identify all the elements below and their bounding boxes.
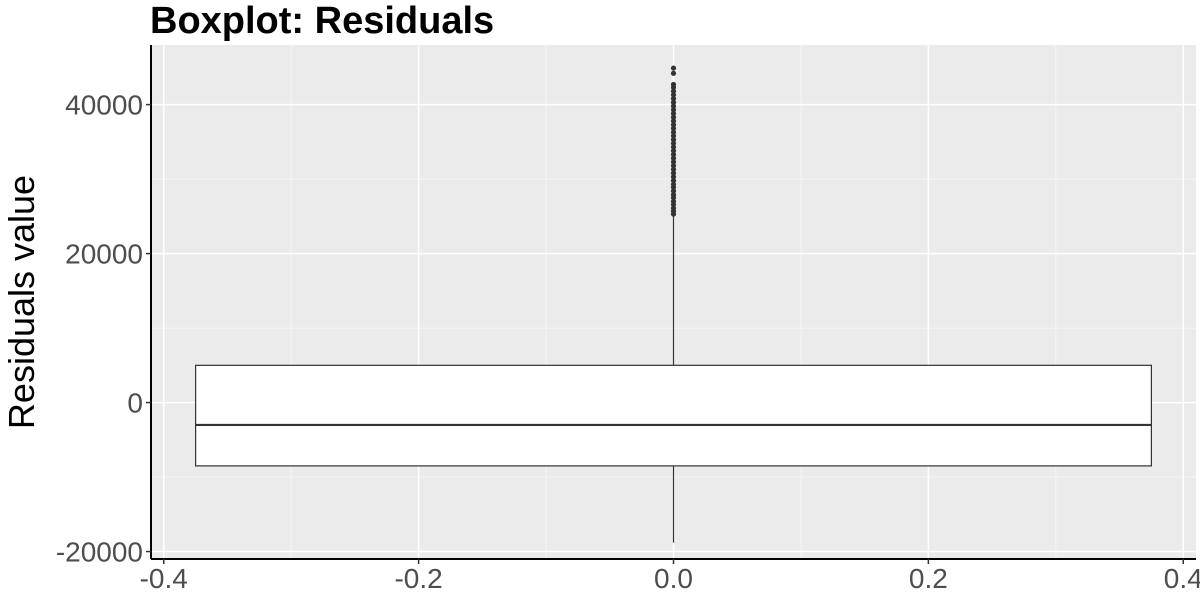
outlier-point <box>670 192 677 198</box>
outlier-point <box>670 188 677 194</box>
outlier-point <box>670 92 677 98</box>
outlier-point <box>670 88 677 94</box>
outlier-point <box>670 122 677 128</box>
outlier-point <box>670 151 677 158</box>
outlier-point <box>670 70 677 76</box>
outlier-point <box>670 99 677 105</box>
outlier-point <box>670 174 677 180</box>
outlier-point <box>670 140 677 146</box>
outlier-point <box>670 103 677 109</box>
outlier-point <box>670 155 677 161</box>
outlier-point <box>670 110 677 117</box>
outlier-point <box>670 96 677 102</box>
outlier-point <box>670 205 677 211</box>
outlier-point <box>670 198 677 205</box>
outlier-point <box>670 148 677 154</box>
outlier-point <box>670 170 677 176</box>
y-tick-label: 20000 <box>65 239 143 270</box>
outlier-point <box>670 107 677 113</box>
outlier-point <box>670 81 677 88</box>
iqr-box <box>195 364 1152 467</box>
x-axis-ticks: -0.4 -0.2 0.0 0.2 0.4 <box>140 559 1200 594</box>
x-tick-label: 0.4 <box>1164 563 1200 594</box>
outlier-point <box>670 137 677 143</box>
outlier-point <box>670 65 677 71</box>
outlier-point <box>670 118 677 124</box>
chart-title: Boxplot: Residuals <box>150 0 494 42</box>
y-tick-label: -20000 <box>56 537 143 568</box>
outlier-point <box>670 125 677 132</box>
x-tick-label: 0.0 <box>654 563 693 594</box>
x-tick-label: 0.2 <box>909 563 948 594</box>
outlier-point <box>670 159 677 165</box>
y-axis-ticks: -20000 0 20000 40000 <box>56 90 151 568</box>
outlier-point <box>670 181 677 187</box>
outlier-point <box>670 166 677 173</box>
x-tick-label: -0.2 <box>394 563 442 594</box>
outlier-point <box>670 129 677 135</box>
y-tick-label: 0 <box>127 388 143 419</box>
y-tick-label: 40000 <box>65 90 143 121</box>
outlier-point <box>670 114 677 120</box>
outlier-point <box>670 177 677 184</box>
outlier-point <box>670 163 677 169</box>
outlier-point <box>670 144 677 150</box>
y-axis-label: Residuals value <box>1 175 42 429</box>
boxplot-marks <box>195 65 1152 543</box>
x-tick-label: -0.4 <box>140 563 188 594</box>
outlier-point <box>670 133 677 139</box>
